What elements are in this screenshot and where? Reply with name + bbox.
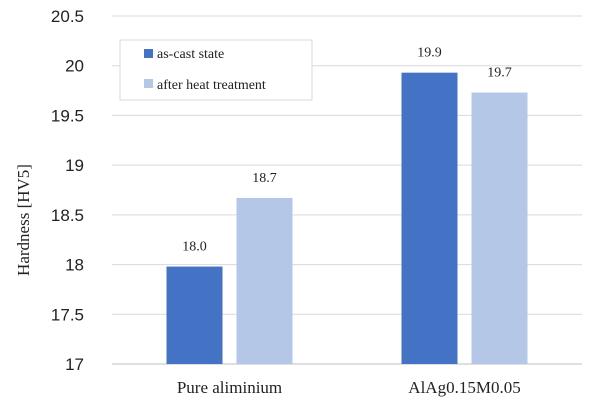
y-tick-label: 19 — [65, 156, 84, 175]
bar-heat-treatment-1 — [236, 197, 293, 364]
x-category-label: Pure aliminium — [177, 378, 282, 397]
y-axis-title: Hardness [HV5] — [14, 164, 33, 276]
data-label: 19.9 — [417, 46, 442, 61]
x-category-label: AlAg0.15M0.05 — [408, 378, 520, 397]
data-label: 18.7 — [252, 171, 277, 186]
y-tick-label: 20 — [65, 57, 84, 76]
data-label: 18.0 — [182, 240, 207, 255]
legend-swatch-heat-treatment — [144, 79, 153, 88]
y-tick-label: 18.5 — [51, 206, 84, 225]
y-tick-label: 17 — [65, 355, 84, 374]
y-axis-ticks: 17 17.5 18 18.5 19 19.5 20 20.5 — [51, 7, 84, 374]
data-labels: 18.0 18.7 19.9 19.7 — [182, 46, 512, 255]
y-tick-label: 20.5 — [51, 7, 84, 26]
legend-label-as-cast: as-cast state — [157, 47, 224, 62]
legend: as-cast state after heat treatment — [119, 39, 313, 101]
legend-swatch-as-cast — [144, 49, 153, 58]
y-tick-label: 17.5 — [51, 305, 84, 324]
x-axis-categories: Pure aliminium AlAg0.15M0.05 — [177, 378, 521, 397]
bar-as-cast-2 — [401, 72, 458, 364]
bar-heat-treatment-2 — [471, 92, 528, 364]
bar-as-cast-1 — [166, 266, 223, 364]
y-tick-label: 19.5 — [51, 106, 84, 125]
bars — [166, 72, 528, 364]
data-label: 19.7 — [487, 66, 512, 81]
legend-label-heat-treatment: after heat treatment — [157, 78, 266, 93]
y-tick-label: 18 — [65, 256, 84, 275]
